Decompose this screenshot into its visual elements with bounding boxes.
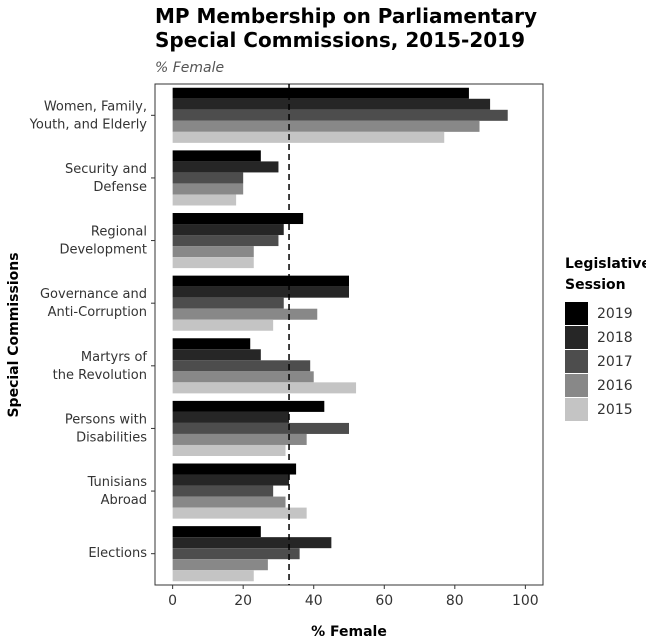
legend-label: 2019 <box>597 306 633 322</box>
bar <box>172 349 261 361</box>
bar <box>172 194 237 206</box>
legend-swatch <box>565 326 588 349</box>
bar <box>172 537 332 549</box>
bar <box>172 257 254 269</box>
x-tick-label: 100 <box>512 593 539 609</box>
bar <box>172 422 349 434</box>
bar <box>172 109 508 121</box>
bar <box>172 548 300 560</box>
bar <box>172 224 284 236</box>
bar <box>172 87 469 99</box>
bar <box>172 319 274 331</box>
bar <box>172 150 261 162</box>
bar <box>172 246 254 258</box>
x-tick-label: 20 <box>234 593 252 609</box>
legend-label: 2016 <box>597 378 633 394</box>
bar <box>172 360 311 372</box>
bar <box>172 559 268 571</box>
x-tick-label: 40 <box>305 593 323 609</box>
y-tick-label: Martyrs of the Revolution <box>53 349 148 382</box>
chart-title: MP Membership on Parliamentary Special Co… <box>155 4 537 52</box>
y-tick-label: Women, Family, Youth, and Elderly <box>29 99 148 132</box>
bar <box>172 474 290 486</box>
bar <box>172 463 297 475</box>
bar <box>172 485 274 497</box>
chart-subtitle: % Female <box>155 60 224 76</box>
x-axis-label: % Female <box>311 624 387 640</box>
legend-label: 2018 <box>597 330 633 346</box>
x-tick-label: 80 <box>446 593 464 609</box>
bar <box>172 526 261 538</box>
bar <box>172 235 279 247</box>
bar <box>172 382 357 394</box>
bar <box>172 183 244 195</box>
x-tick-label: 60 <box>375 593 393 609</box>
y-tick-label: Persons with Disabilities <box>65 412 147 445</box>
y-tick-label: Tunisians Abroad <box>87 475 148 508</box>
legend-label: 2017 <box>597 354 633 370</box>
bar <box>172 507 307 519</box>
bar <box>172 400 325 412</box>
legend-swatch <box>565 350 588 373</box>
y-axis-label: Special Commissions <box>6 252 22 417</box>
y-tick-label: Elections <box>88 546 147 561</box>
x-tick-label: 0 <box>168 593 177 609</box>
legend-title: Legislative Session <box>565 256 646 293</box>
bar <box>172 297 284 309</box>
bar <box>172 338 251 350</box>
bar <box>172 371 314 383</box>
bar <box>172 98 491 110</box>
bar <box>172 172 244 184</box>
bar <box>172 411 290 423</box>
bar <box>172 570 254 582</box>
bar <box>172 444 286 456</box>
bar <box>172 213 304 225</box>
bar <box>172 308 318 320</box>
legend-swatch <box>565 374 588 397</box>
bar <box>172 120 480 132</box>
legend-label: 2015 <box>597 402 633 418</box>
bar <box>172 131 445 143</box>
bar <box>172 433 307 445</box>
y-tick-label: Governance and Anti-Corruption <box>40 287 147 320</box>
legend-swatch <box>565 398 588 421</box>
bar <box>172 275 349 287</box>
bar <box>172 496 286 508</box>
y-tick-label: Regional Development <box>59 224 147 257</box>
y-tick-label: Security and Defense <box>65 161 147 194</box>
legend-swatch <box>565 302 588 325</box>
bar <box>172 286 349 298</box>
bar <box>172 161 279 173</box>
